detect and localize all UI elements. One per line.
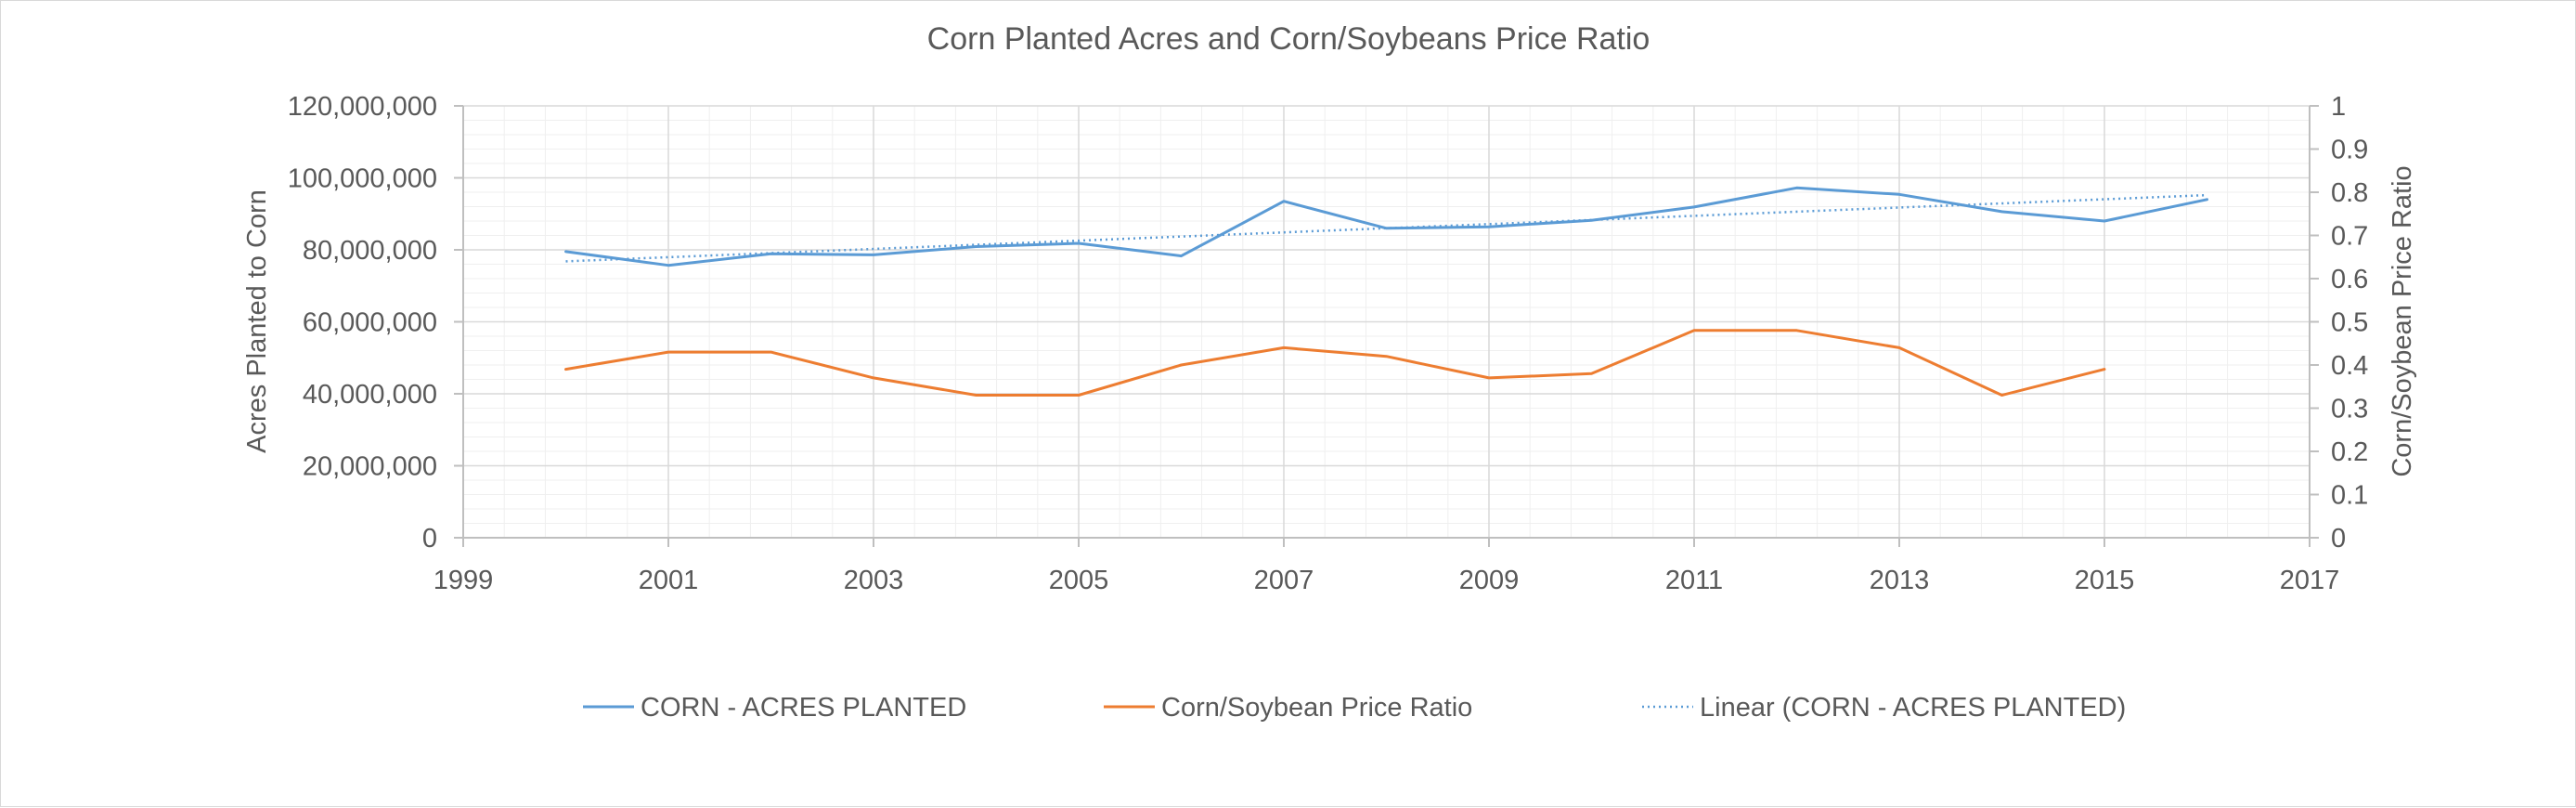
right-tick-label: 0.4 [2331,351,2368,381]
x-tick-label: 2011 [1665,566,1723,595]
x-tick-label: 2007 [1254,566,1314,595]
legend-entry-label: Linear (CORN - ACRES PLANTED) [1700,693,2126,723]
right-tick-label: 0.9 [2331,136,2368,165]
right-tick-label: 0.6 [2331,265,2368,294]
x-axis-ticks: 1999 2001 2003 2005 2007 2009 2011 2013 2015 2017 [434,538,2340,595]
left-tick-label: 60,000,000 [303,308,437,338]
x-tick-label: 2009 [1459,566,1520,595]
gridlines [463,106,2310,538]
legend: CORN - ACRES PLANTED Corn/Soybean Price R… [583,693,2126,723]
left-tick-label: 120,000,000 [288,92,437,122]
right-tick-label: 0 [2331,524,2346,554]
right-tick-label: 1 [2331,92,2346,122]
left-tick-label: 100,000,000 [288,164,437,194]
series-layer [565,188,2207,395]
right-tick-label: 0.2 [2331,437,2368,467]
right-tick-label: 0.7 [2331,222,2368,252]
x-tick-label: 2003 [844,566,904,595]
right-axis-ticks: 0 0.1 0.2 0.3 0.4 0.5 0.6 0.7 0.8 0.9 1 [2310,92,2368,554]
x-tick-label: 2001 [639,566,699,595]
right-axis-title: Corn/Soybean Price Ratio [2388,165,2417,476]
x-tick-label: 2017 [2280,566,2340,595]
x-tick-label: 2015 [2075,566,2135,595]
legend-entry-label: CORN - ACRES PLANTED [641,693,966,723]
chart-title: Corn Planted Acres and Corn/Soybeans Pri… [927,21,1650,57]
left-axis-title: Acres Planted to Corn [242,189,272,453]
legend-entry-label: Corn/Soybean Price Ratio [1161,693,1472,723]
left-tick-label: 20,000,000 [303,452,437,482]
series-line-price-ratio [566,331,2105,396]
x-tick-label: 2013 [1870,566,1930,595]
right-tick-label: 0.3 [2331,395,2368,424]
x-tick-label: 1999 [434,566,494,595]
right-tick-label: 0.5 [2331,308,2368,338]
left-tick-label: 80,000,000 [303,236,437,266]
left-axis-ticks: 0 20,000,000 40,000,000 60,000,000 80,000,00… [288,92,463,554]
left-tick-label: 40,000,000 [303,380,437,410]
right-tick-label: 0.1 [2331,481,2368,511]
x-tick-label: 2005 [1049,566,1109,595]
left-tick-label: 0 [422,524,437,554]
right-tick-label: 0.8 [2331,178,2368,208]
series-line-corn-acres [566,188,2207,265]
